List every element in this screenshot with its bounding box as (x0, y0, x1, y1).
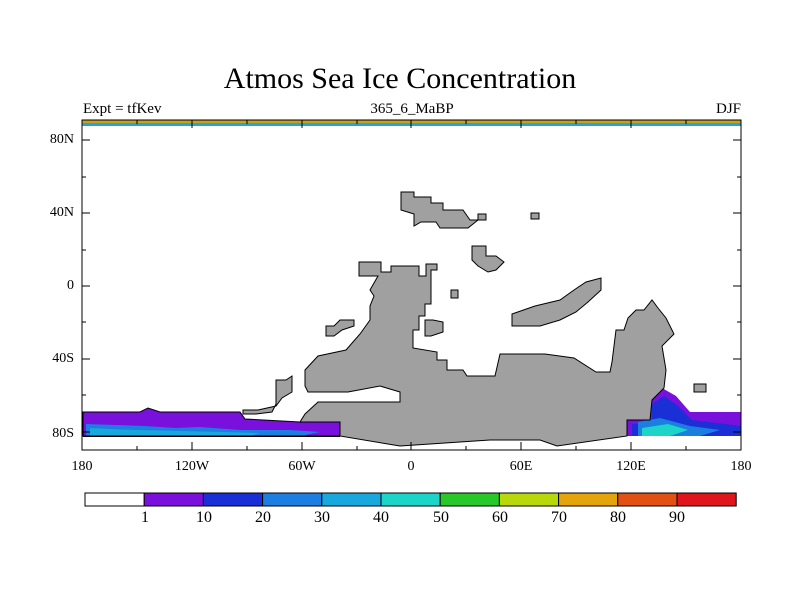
colorbar-box (558, 492, 619, 507)
x-tick-label: 120E (616, 459, 646, 474)
colorbar-box (321, 492, 382, 507)
colorbar-box (143, 492, 204, 507)
landmass-west-arc (325, 319, 355, 337)
x-tick-label: 0 (407, 459, 415, 474)
land-masses (82, 191, 707, 447)
landmass-greenland-europe (400, 191, 480, 229)
antarctic-shelf (83, 436, 340, 437)
y-tick-label: 40S (52, 351, 74, 366)
colorbar-label: 50 (433, 509, 449, 526)
colorbar-box (439, 492, 500, 507)
landmass-east-asia (471, 245, 505, 273)
colorbar-label: 10 (196, 509, 212, 526)
x-tick-label: 180 (730, 459, 752, 474)
colorbar-box (380, 492, 441, 507)
colorbar-label: 40 (373, 509, 389, 526)
sea-ice-band-west-core (90, 428, 260, 436)
colorbar-label: 20 (255, 509, 271, 526)
colorbar (84, 492, 737, 507)
experiment-label: Expt = tfKev (83, 101, 162, 117)
colorbar-box (262, 492, 323, 507)
y-tick-label: 0 (67, 278, 74, 293)
x-tick-label: 180 (71, 459, 93, 474)
colorbar-box (202, 492, 264, 507)
colorbar-label: 90 (669, 509, 685, 526)
colorbar-box (84, 492, 145, 507)
landmass-small-center (424, 319, 444, 337)
y-tick-label: 80N (49, 132, 74, 147)
x-tick-label: 120W (174, 459, 210, 474)
landmass-small-island-1 (530, 212, 540, 220)
x-tick-label: 60E (509, 459, 533, 474)
landmass-small-east (693, 383, 707, 393)
map-title: Atmos Sea Ice Concentration (223, 62, 577, 95)
landmass-sahara-piece (450, 289, 459, 299)
season-label: DJF (715, 101, 741, 117)
landmass-central (299, 261, 675, 447)
sea-ice-band-east-core (642, 424, 688, 436)
period-label: 365_6_MaBP (370, 101, 454, 117)
landmass-india-arc (511, 277, 602, 327)
colorbar-label: 30 (314, 509, 330, 526)
colorbar-box (498, 492, 560, 507)
landmass-south-america (242, 375, 293, 415)
colorbar-label: 70 (551, 509, 567, 526)
y-tick-label: 40N (49, 205, 74, 220)
colorbar-label: 80 (610, 509, 626, 526)
colorbar-label: 60 (492, 509, 508, 526)
x-tick-label: 60W (288, 459, 316, 474)
y-tick-label: 80S (52, 426, 74, 441)
colorbar-box (617, 492, 678, 507)
axis-ticks (81, 120, 742, 450)
colorbar-label: 1 (141, 509, 149, 526)
landmass-small-island-2 (477, 213, 487, 221)
colorbar-box (676, 492, 737, 507)
